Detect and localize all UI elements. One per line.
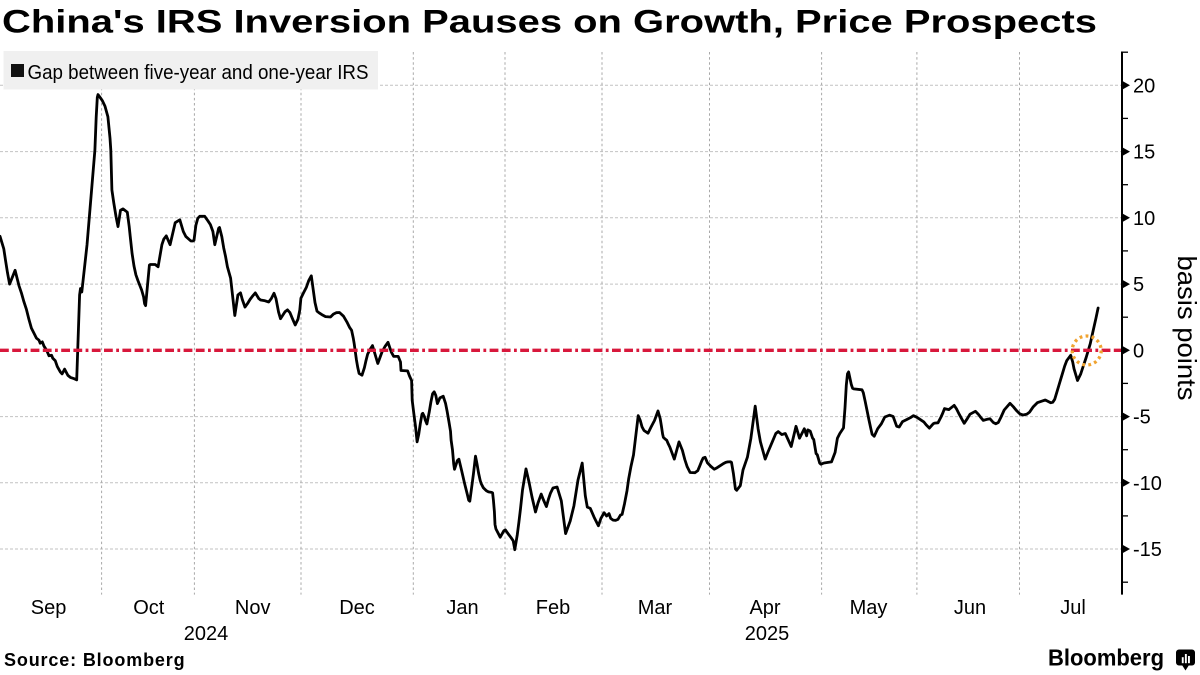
svg-text:Jan: Jan [446, 597, 478, 619]
svg-text:Apr: Apr [749, 597, 780, 619]
svg-text:20: 20 [1133, 75, 1155, 97]
svg-text:Source: Bloomberg: Source: Bloomberg [4, 650, 185, 670]
svg-text:Nov: Nov [235, 597, 271, 619]
svg-text:China's IRS Inversion Pauses o: China's IRS Inversion Pauses on Growth, … [2, 4, 1097, 40]
svg-text:-15: -15 [1133, 539, 1162, 561]
svg-text:basis points: basis points [1172, 256, 1200, 401]
svg-text:2025: 2025 [745, 623, 790, 645]
svg-text:Feb: Feb [536, 597, 570, 619]
svg-text:0: 0 [1133, 340, 1144, 362]
svg-text:Jun: Jun [954, 597, 986, 619]
svg-text:-5: -5 [1133, 407, 1151, 429]
svg-text:Gap between five-year and one-: Gap between five-year and one-year IRS [28, 62, 369, 84]
svg-text:2024: 2024 [184, 623, 229, 645]
svg-text:May: May [850, 597, 888, 619]
svg-text:Bloomberg: Bloomberg [1048, 645, 1164, 671]
svg-text:Oct: Oct [133, 597, 165, 619]
svg-text:Jul: Jul [1060, 597, 1086, 619]
svg-text:10: 10 [1133, 208, 1155, 230]
svg-text:Dec: Dec [339, 597, 375, 619]
svg-text:-10: -10 [1133, 473, 1162, 495]
svg-text:Mar: Mar [638, 597, 673, 619]
svg-text:15: 15 [1133, 142, 1155, 164]
svg-text:Sep: Sep [31, 597, 67, 619]
svg-text:5: 5 [1133, 274, 1144, 296]
